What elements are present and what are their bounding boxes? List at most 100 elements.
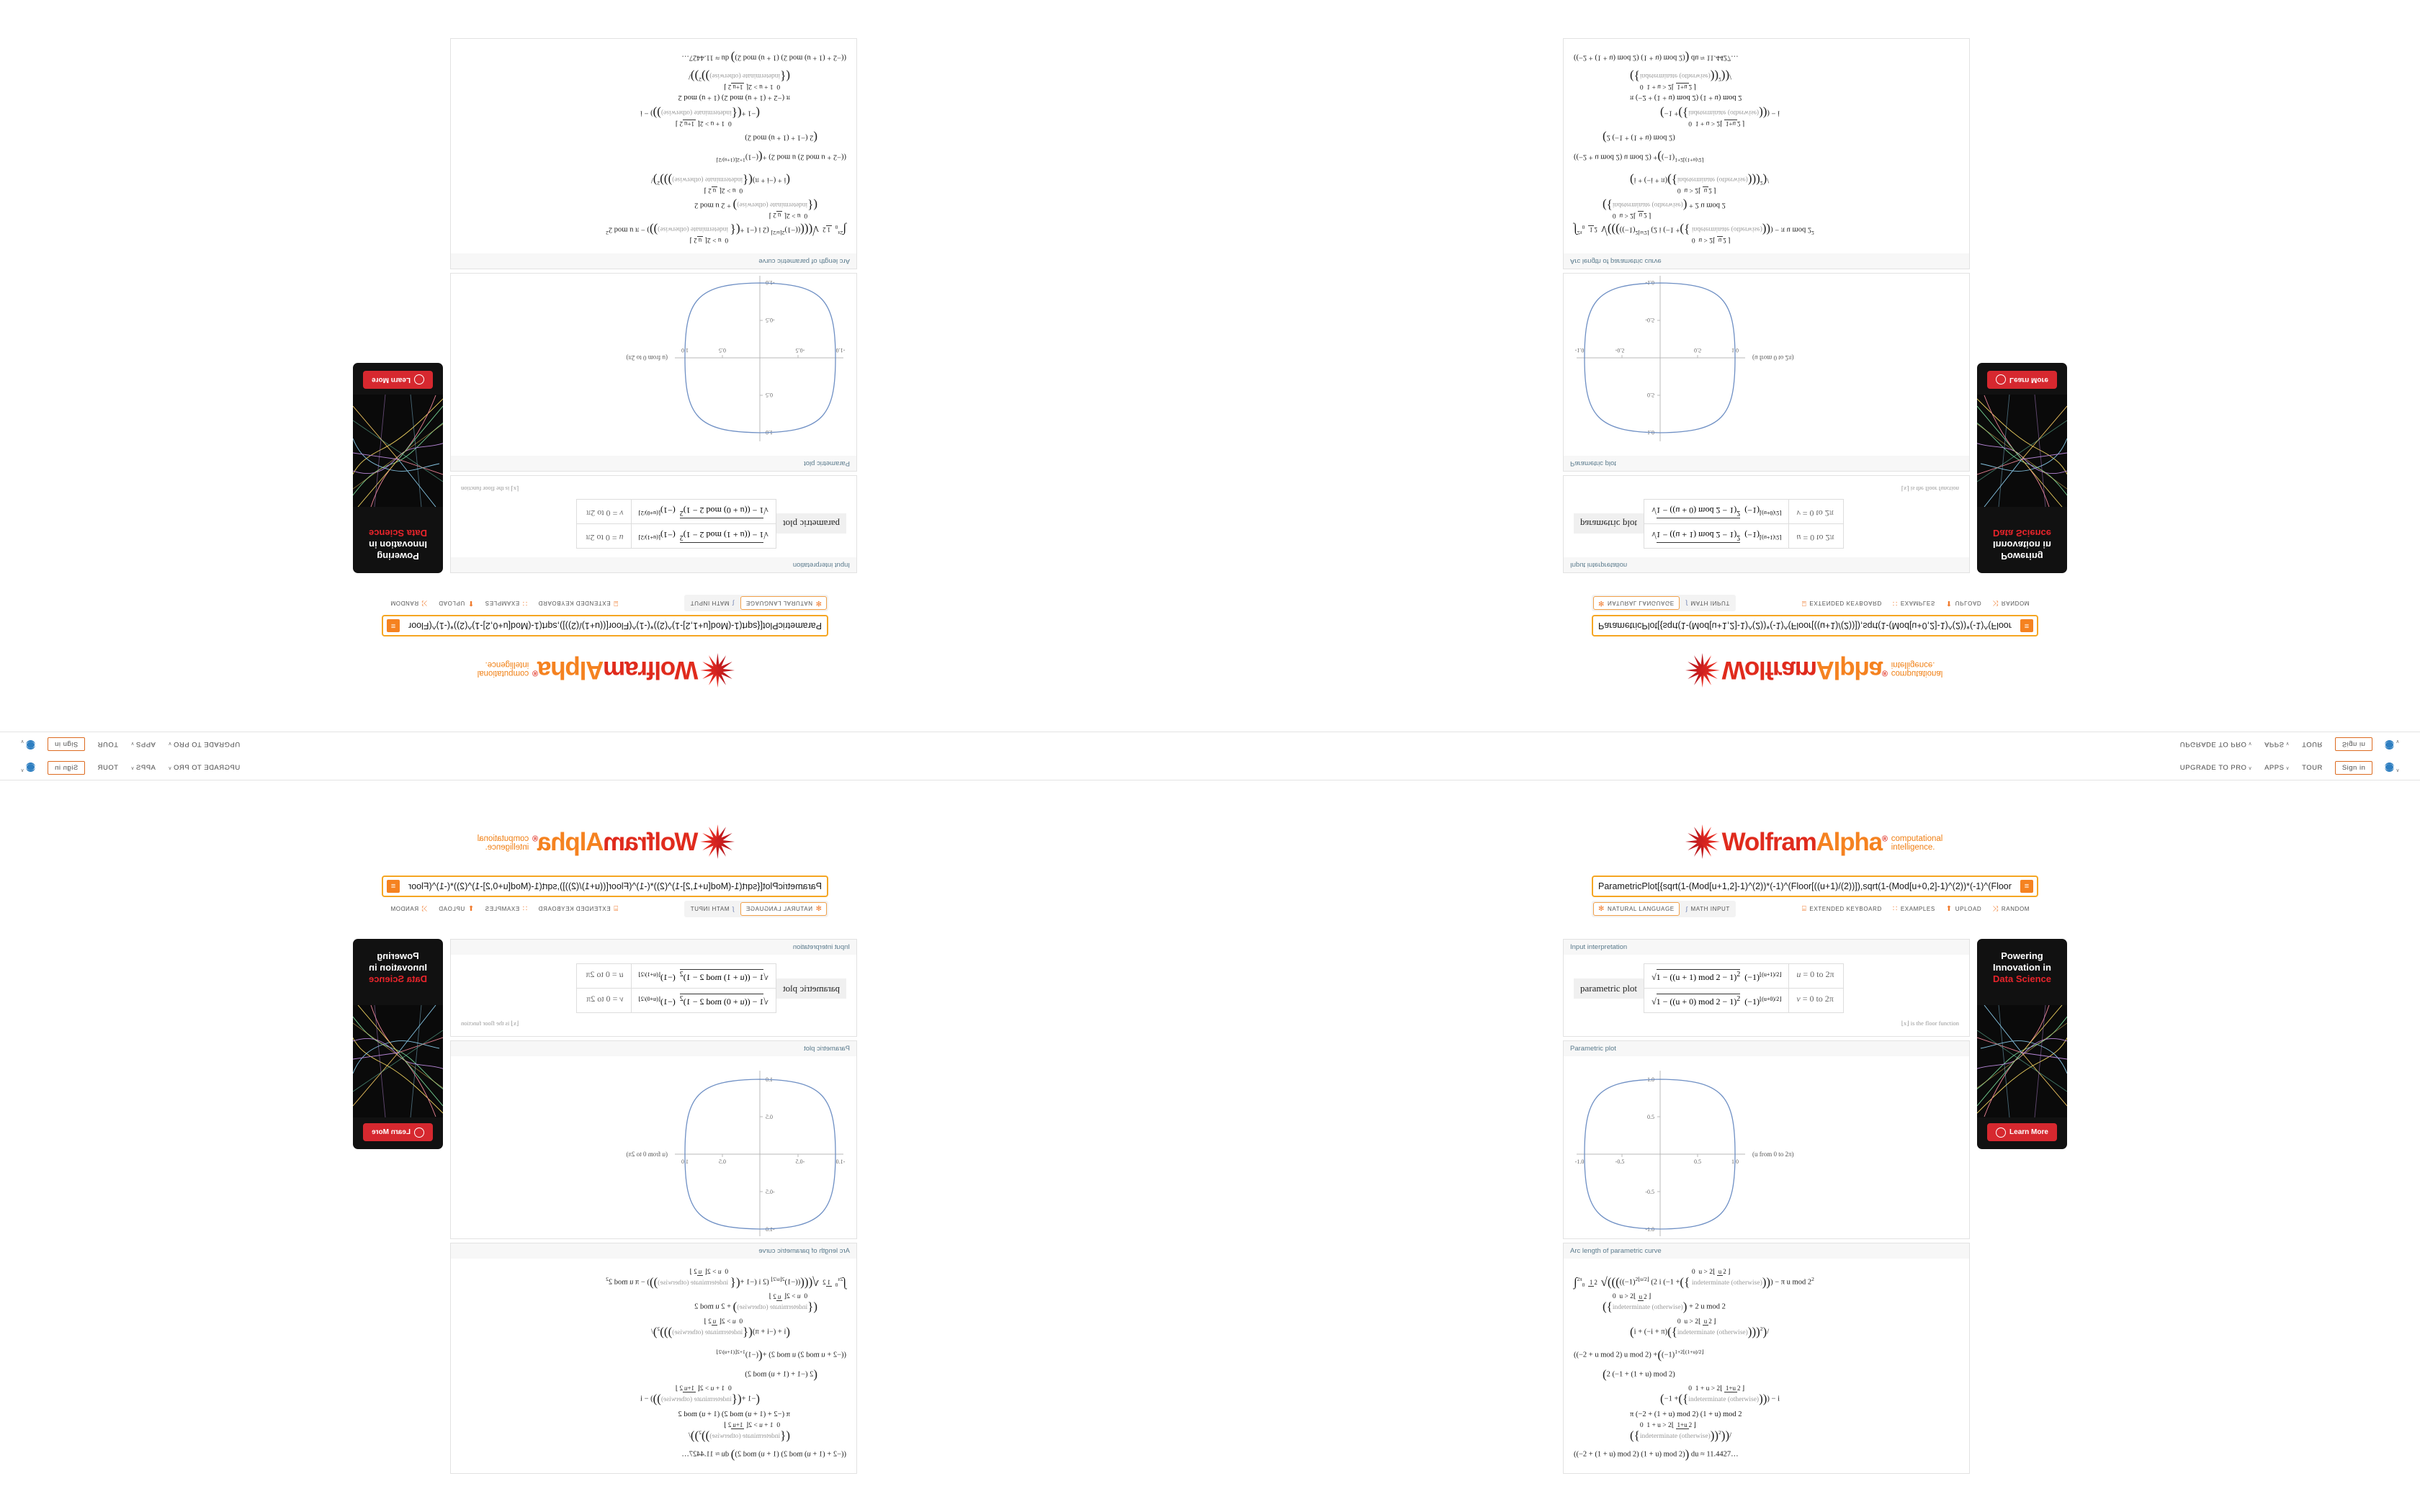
examples-button[interactable]: ∷ EXAMPLES	[485, 599, 528, 607]
nav-item-tour[interactable]: TOUR	[2302, 740, 2323, 748]
input-toolbar[interactable]: ✻ NATURAL LANGUAGE ∫ MATH INPUT ⌸ EXTENDED …	[382, 901, 828, 917]
upload-button[interactable]: ⬆ UPLOAD	[438, 599, 475, 607]
extended-keyboard-button[interactable]: ⌸ EXTENDED KEYBOARD	[1801, 599, 1882, 607]
examples-button[interactable]: ∷ EXAMPLES	[1892, 905, 1935, 913]
search-box[interactable]: ≡	[1592, 876, 2038, 897]
nav-item-apps[interactable]: APPS∨	[2264, 764, 2290, 772]
math-input-button[interactable]: ∫ MATH INPUT	[690, 906, 735, 912]
parametric-plot-chart[interactable]: -1.0 -0.5 0.5 1.0 1.0 0.5 -0.5 -1.0 (	[1564, 1056, 1969, 1238]
wolframalpha-logo[interactable]: WolframAlpha® computational intelligence…	[478, 655, 733, 685]
input-mode-group[interactable]: ✻ NATURAL LANGUAGE ∫ MATH INPUT	[1592, 901, 1736, 917]
extended-keyboard-button[interactable]: ⌸ EXTENDED KEYBOARD	[1801, 905, 1882, 913]
search-input[interactable]	[400, 621, 822, 631]
language-selector[interactable]: ∨	[2385, 762, 2400, 774]
equals-submit-button[interactable]: ≡	[387, 880, 400, 893]
language-selector[interactable]: ∨	[20, 762, 35, 774]
natural-language-button[interactable]: ✻ NATURAL LANGUAGE	[1593, 902, 1680, 916]
pod-column: Input interpretation parametric plot √1 …	[450, 35, 857, 573]
wolframalpha-logo[interactable]: WolframAlpha® computational intelligence…	[1688, 655, 1942, 685]
examples-button[interactable]: ∷ EXAMPLES	[485, 905, 528, 913]
natural-language-button[interactable]: ✻ NATURAL LANGUAGE	[740, 902, 827, 916]
natural-language-button[interactable]: ✻ NATURAL LANGUAGE	[1593, 596, 1680, 610]
upload-icon: ⬆	[467, 905, 475, 913]
math-input-button[interactable]: ∫ MATH INPUT	[1685, 600, 1730, 606]
advertisement-banner[interactable]: Powering Innovation in Data Science	[1977, 939, 2067, 1149]
learn-more-button[interactable]: Learn More	[363, 1123, 433, 1141]
search-area[interactable]: ≡ ✻NATURAL LANGUAGE ∫MATH INPUT ⌸EXTENDE…	[382, 876, 828, 917]
upload-button[interactable]: ⬆ UPLOAD	[438, 905, 475, 913]
language-selector[interactable]: ∨	[2385, 739, 2400, 750]
sign-in-button[interactable]: Sign in	[47, 737, 86, 751]
nav-item-tour[interactable]: TOUR	[2302, 764, 2323, 772]
extended-keyboard-button[interactable]: ⌸ EXTENDED KEYBOARD	[538, 599, 619, 607]
math-input-button[interactable]: ∫ MATH INPUT	[1685, 906, 1730, 912]
examples-button[interactable]: ∷ EXAMPLES	[1892, 599, 1935, 607]
search-box[interactable]: ≡	[382, 615, 828, 636]
search-area[interactable]: ≡ ✻NATURAL LANGUAGE ∫MATH INPUT ⌸EXTENDE…	[382, 595, 828, 636]
quadrant-bottom-right[interactable]: UPGRADE TO PRO ∨ APPS ∨ TOUR Sign in ∨ Wol…	[1210, 756, 2420, 1512]
input-toolbar[interactable]: ✻ NATURAL LANGUAGE ∫ MATH INPUT ⌸ EXTENDED …	[382, 595, 828, 611]
learn-more-button[interactable]: Learn More	[363, 371, 433, 389]
search-input[interactable]	[400, 881, 822, 891]
sign-in-button[interactable]: Sign in	[2334, 737, 2373, 751]
nav-item-apps[interactable]: APPS∨	[130, 764, 156, 772]
math-input-button[interactable]: ∫ MATH INPUT	[690, 600, 735, 606]
tool-buttons[interactable]: ⌸ EXTENDED KEYBOARD ∷ EXAMPLES ⬆ UPLOAD ⤨ RA…	[390, 905, 618, 913]
search-input[interactable]	[1598, 881, 2020, 891]
learn-more-button[interactable]: Learn More	[1987, 371, 2057, 389]
advertisement-banner[interactable]: Powering Innovation in Data Science	[1977, 363, 2067, 573]
upload-button[interactable]: ⬆ UPLOAD	[1945, 599, 1982, 607]
search-area[interactable]: ≡ ✻NATURAL LANGUAGE ∫MATH INPUT ⌸EXTENDE…	[1592, 876, 2038, 917]
nav-item-apps[interactable]: APPS∨	[130, 740, 156, 748]
nav-item-upgrade[interactable]: UPGRADE TO PRO∨	[167, 764, 241, 772]
wolframalpha-logo[interactable]: WolframAlpha® computational intelligence…	[478, 827, 733, 857]
language-selector[interactable]: ∨	[20, 739, 35, 750]
parametric-plot-chart[interactable]: -1.0 -0.5 0.5 1.0 1.0 0.5 -0.5 -1.0 (	[451, 1056, 856, 1238]
tool-buttons[interactable]: ⌸ EXTENDED KEYBOARD ∷ EXAMPLES ⬆ UPLOAD ⤨ RA…	[1802, 905, 2030, 913]
input-toolbar[interactable]: ✻ NATURAL LANGUAGE ∫ MATH INPUT ⌸ EXTENDED …	[1592, 901, 2038, 917]
tool-buttons[interactable]: ⌸ EXTENDED KEYBOARD ∷ EXAMPLES ⬆ UPLOAD ⤨ RA…	[390, 599, 618, 607]
random-button[interactable]: ⤨ RANDOM	[390, 905, 428, 913]
input-mode-group[interactable]: ✻ NATURAL LANGUAGE ∫ MATH INPUT	[684, 595, 828, 611]
advertisement-banner[interactable]: Powering Innovation in Data Science	[353, 939, 443, 1149]
search-box[interactable]: ≡	[1592, 615, 2038, 636]
random-button[interactable]: ⤨ RANDOM	[390, 599, 428, 607]
nav-item-apps[interactable]: APPS∨	[2264, 740, 2290, 748]
svg-text:-1.0: -1.0	[1575, 1158, 1585, 1165]
tool-buttons[interactable]: ⌸ EXTENDED KEYBOARD ∷ EXAMPLES ⬆ UPLOAD ⤨ RA…	[1802, 599, 2030, 607]
search-input[interactable]	[1598, 621, 2020, 631]
nav-item-tour[interactable]: TOUR	[97, 764, 118, 772]
nav-item-upgrade[interactable]: UPGRADE TO PRO∨	[2179, 740, 2253, 748]
equals-submit-button[interactable]: ≡	[2020, 619, 2033, 632]
sign-in-button[interactable]: Sign in	[47, 761, 86, 775]
parametric-plot-chart[interactable]: -1.0 -0.5 0.5 1.0 1.0 0.5 -0.5 -1.0 (	[1564, 274, 1969, 456]
top-navigation[interactable]: UPGRADE TO PRO∨ APPS∨ TOUR Sign in ∨	[1210, 732, 2420, 756]
search-box[interactable]: ≡	[382, 876, 828, 897]
input-mode-group[interactable]: ✻ NATURAL LANGUAGE ∫ MATH INPUT	[684, 901, 828, 917]
parametric-plot-chart[interactable]: -1.0 -0.5 0.5 1.0 1.0 0.5 -0.5 -1.0 (	[451, 274, 856, 456]
extended-keyboard-button[interactable]: ⌸ EXTENDED KEYBOARD	[538, 905, 619, 913]
input-toolbar[interactable]: ✻ NATURAL LANGUAGE ∫ MATH INPUT ⌸ EXTENDED …	[1592, 595, 2038, 611]
search-area[interactable]: ≡ ✻NATURAL LANGUAGE ∫MATH INPUT ⌸EXTENDE…	[1592, 595, 2038, 636]
equals-submit-button[interactable]: ≡	[387, 619, 400, 632]
equals-submit-button[interactable]: ≡	[2020, 880, 2033, 893]
sign-in-button[interactable]: Sign in	[2334, 761, 2373, 775]
globe-icon	[25, 762, 35, 772]
top-navigation[interactable]: UPGRADE TO PRO∨ APPS∨ TOUR Sign in ∨	[0, 732, 1210, 756]
svg-text:-1.0: -1.0	[836, 1158, 846, 1165]
learn-more-button[interactable]: Learn More	[1987, 1123, 2057, 1141]
natural-language-button[interactable]: ✻ NATURAL LANGUAGE	[740, 596, 827, 610]
random-button[interactable]: ⤨ RANDOM	[1992, 599, 2030, 607]
advertisement-banner[interactable]: Powering Innovation in Data Science	[353, 363, 443, 573]
wolframalpha-logo[interactable]: WolframAlpha® computational intelligence…	[1688, 824, 1942, 859]
top-navigation[interactable]: UPGRADE TO PRO∨ APPS∨ TOUR Sign in ∨	[0, 756, 1210, 780]
nav-item-upgrade[interactable]: UPGRADE TO PRO∨	[167, 740, 241, 748]
svg-text:-0.5: -0.5	[796, 347, 805, 354]
input-mode-group[interactable]: ✻ NATURAL LANGUAGE ∫ MATH INPUT	[1592, 595, 1736, 611]
top-navigation[interactable]: UPGRADE TO PRO∨ APPS∨ TOUR Sign in ∨	[1210, 756, 2420, 780]
interpretation-label: parametric plot	[1574, 513, 1644, 534]
nav-item-tour[interactable]: TOUR	[97, 740, 118, 748]
random-button[interactable]: ⤨ RANDOM	[1992, 905, 2030, 913]
nav-item-upgrade[interactable]: UPGRADE TO PRO∨	[2179, 764, 2253, 772]
upload-button[interactable]: ⬆ UPLOAD	[1945, 905, 1982, 913]
